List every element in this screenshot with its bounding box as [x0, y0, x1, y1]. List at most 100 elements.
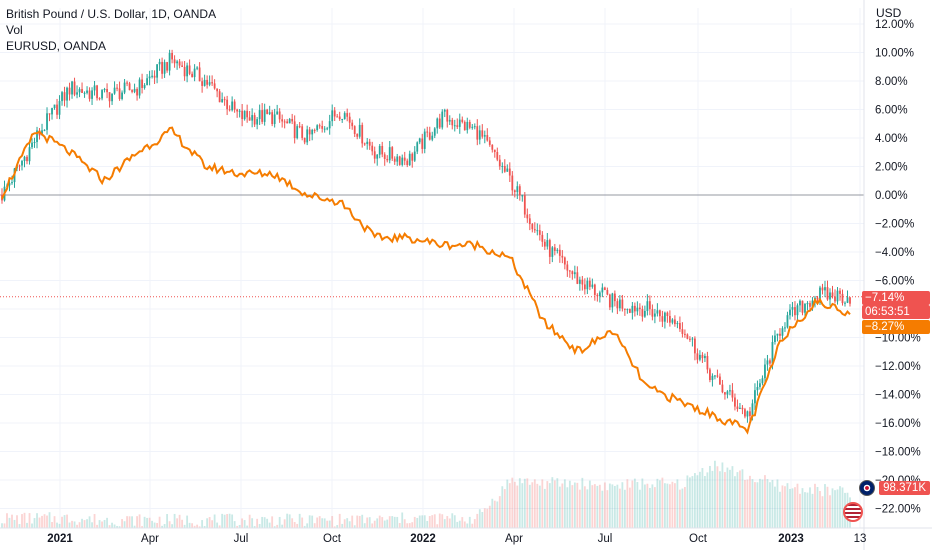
volume-bar [333, 526, 336, 528]
candle-body [133, 88, 136, 92]
legend: British Pound / U.S. Dollar, 1D, OANDA V… [6, 6, 216, 54]
candle-body [308, 129, 311, 135]
symbol-title[interactable]: British Pound / U.S. Dollar, 1D, OANDA [6, 7, 217, 21]
candle-body [196, 67, 199, 69]
candle-body [111, 93, 113, 102]
volume-bar [73, 521, 76, 528]
candle-body [704, 355, 706, 359]
volume-bar [603, 482, 606, 528]
candle-body [671, 319, 674, 323]
candle-body [631, 305, 634, 313]
candle-body [558, 249, 561, 256]
candle-body [578, 279, 581, 284]
volume-legend[interactable]: Vol [6, 23, 23, 37]
candle-body [801, 300, 804, 313]
candle-body [663, 312, 666, 322]
candle-body [306, 129, 309, 143]
candle-body [218, 91, 221, 103]
volume-bar [553, 480, 556, 528]
volume-bar [51, 522, 53, 528]
volume-bar [608, 483, 611, 528]
candle-body [153, 75, 156, 78]
candle-body [744, 409, 746, 417]
volume-bar [1, 523, 3, 528]
volume-bar [286, 513, 289, 528]
candle-body [201, 81, 204, 86]
candle-body [506, 168, 509, 172]
candle-body [719, 376, 721, 385]
candle-body [821, 287, 824, 291]
candle-body [371, 145, 374, 152]
candle-body [681, 329, 684, 334]
candle-body [749, 411, 751, 417]
candle-body [844, 302, 846, 304]
candle-body [58, 101, 61, 115]
volume-bar [118, 526, 121, 528]
volume-bar [651, 484, 654, 528]
volume-bar [253, 526, 256, 528]
candle-body [466, 121, 469, 131]
candle-body [373, 151, 376, 159]
candle-body [241, 110, 244, 120]
candle-body [103, 89, 106, 91]
candle-body [46, 113, 48, 130]
volume-bar [563, 479, 566, 528]
candle-body [531, 224, 534, 230]
volume-bar [326, 520, 329, 528]
volume-bar [21, 514, 23, 528]
candle-body [786, 315, 789, 328]
candle-body [161, 61, 163, 74]
volume-bar [648, 487, 651, 528]
volume-bar [676, 479, 679, 528]
volume-bar [583, 486, 586, 528]
price-axis[interactable]: 12.00% 10.00% 8.00% 6.00% 4.00% 2.00% 0.00% −2.… [875, 19, 921, 516]
volume-bar [633, 478, 636, 528]
volume-bar [296, 523, 299, 528]
volume-bar [71, 520, 73, 528]
volume-bar [68, 522, 71, 528]
candle-body [628, 309, 631, 313]
axis-unit[interactable]: USD [876, 6, 902, 20]
candle-body [411, 153, 414, 161]
candle-body [106, 89, 108, 93]
candle-body [641, 309, 644, 317]
candle-body [438, 118, 441, 128]
candle-body [796, 305, 799, 316]
candle-body [701, 354, 704, 359]
candle-body [563, 257, 566, 265]
volume-bar [481, 511, 484, 528]
volume-bar [431, 515, 434, 528]
candle-body [511, 175, 514, 191]
compare-legend[interactable]: EURUSD, OANDA [6, 39, 107, 53]
candle-body [816, 297, 819, 300]
candle-body [689, 338, 691, 340]
volume-bar [593, 484, 596, 528]
volume-bar [246, 525, 249, 528]
candle-body [601, 287, 604, 293]
candle-body [508, 168, 511, 176]
candle-body [696, 353, 699, 360]
volume-bar [719, 471, 721, 528]
candle-body [513, 190, 516, 193]
candle-body [61, 92, 63, 102]
candle-body [158, 61, 161, 65]
volume-bar [503, 489, 506, 528]
price-axis-label: 6.00% [875, 105, 908, 117]
volume-bar [689, 477, 691, 528]
candle-body [576, 272, 579, 284]
volume-bar [786, 483, 789, 528]
candle-body [839, 290, 841, 294]
candle-body [456, 125, 459, 127]
candle-body [646, 301, 649, 311]
volume-bar [113, 524, 116, 528]
volume-bar [373, 520, 376, 528]
candle-body [118, 88, 121, 99]
time-axis[interactable]: 2021 Apr Jul Oct 2022 Apr Jul Oct 2023 13 [47, 533, 866, 545]
candle-body [191, 73, 194, 78]
volume-bar [704, 476, 706, 528]
volume-bar [383, 520, 386, 528]
volume-bar [213, 514, 216, 528]
volume-bar [308, 515, 311, 528]
volume-bar [443, 519, 446, 528]
